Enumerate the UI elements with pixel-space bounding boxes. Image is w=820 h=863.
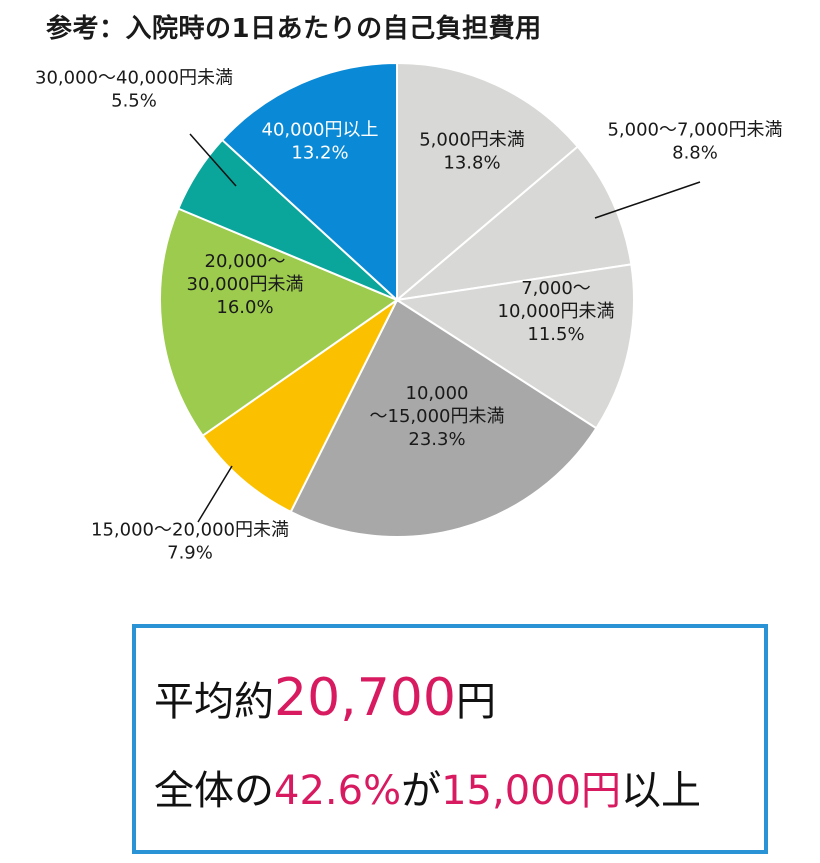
summary-average-line: 平均約20,700円	[154, 668, 496, 728]
slice-percent: 11.5%	[527, 324, 584, 345]
slice-category: 10,000	[406, 383, 469, 404]
slice-percent: 16.0%	[216, 297, 273, 318]
average-prefix: 平均約	[154, 679, 274, 725]
pie-slice	[394, 263, 635, 430]
pie-slice	[289, 298, 598, 538]
leader-line	[594, 181, 701, 219]
slice-percent: 7.9%	[167, 543, 213, 564]
slice-label: 7,000～ 10,000円未満 11.5%	[498, 278, 615, 345]
summary-share-line: 全体の42.6%が15,000円以上	[154, 758, 701, 816]
slice-category: ～15,000円未満	[370, 406, 505, 427]
leader-line	[189, 133, 237, 187]
pie-chart: 5,000円未満 13.8%5,000～7,000円未満 8.8%7,000～ 10,…	[35, 61, 783, 564]
slice-category: 7,000～	[521, 278, 591, 299]
share-suffix: 以上	[621, 768, 702, 814]
slice-category: 40,000円以上	[262, 120, 379, 141]
pie-slice	[396, 61, 580, 303]
slice-category: 10,000円未満	[498, 301, 615, 322]
chart-title: 参考：入院時の1日あたりの自己負担費用	[46, 14, 542, 44]
slice-category: 30,000～40,000円未満	[35, 68, 233, 89]
average-value: 20,700	[274, 668, 456, 728]
slice-label: 15,000～20,000円未満 7.9%	[91, 520, 289, 564]
pie-slice	[220, 61, 398, 303]
average-suffix: 円	[455, 679, 496, 725]
slice-category: 30,000円未満	[187, 274, 304, 295]
slice-label: 5,000円未満 13.8%	[419, 130, 525, 174]
slice-label: 10,000 ～15,000円未満 23.3%	[370, 383, 505, 450]
slice-percent: 13.8%	[443, 153, 500, 174]
share-mid: が	[401, 768, 442, 814]
slice-label: 20,000～ 30,000円未満 16.0%	[187, 251, 304, 318]
summary-box: 平均約20,700円 全体の42.6%が15,000円以上	[132, 624, 768, 854]
slice-percent: 5.5%	[111, 91, 157, 112]
slice-category: 20,000～	[205, 251, 286, 272]
slice-label: 30,000～40,000円未満 5.5%	[35, 68, 233, 112]
pie-slice	[393, 145, 633, 302]
share-percent: 42.6%	[274, 768, 402, 814]
pie-slice	[201, 299, 398, 514]
slice-label: 5,000～7,000円未満 8.8%	[607, 120, 782, 164]
slice-percent: 23.3%	[408, 429, 465, 450]
slice-category: 5,000円未満	[419, 130, 525, 151]
slice-category: 5,000～7,000円未満	[607, 120, 782, 141]
share-amount: 15,000円	[441, 768, 622, 814]
slice-percent: 8.8%	[672, 143, 718, 164]
slice-label: 40,000円以上 13.2%	[262, 120, 379, 164]
slice-percent: 13.2%	[291, 143, 348, 164]
slice-category: 15,000～20,000円未満	[91, 520, 289, 541]
share-prefix: 全体の	[154, 768, 274, 814]
leader-line	[197, 465, 233, 523]
pie-slice	[159, 207, 400, 438]
